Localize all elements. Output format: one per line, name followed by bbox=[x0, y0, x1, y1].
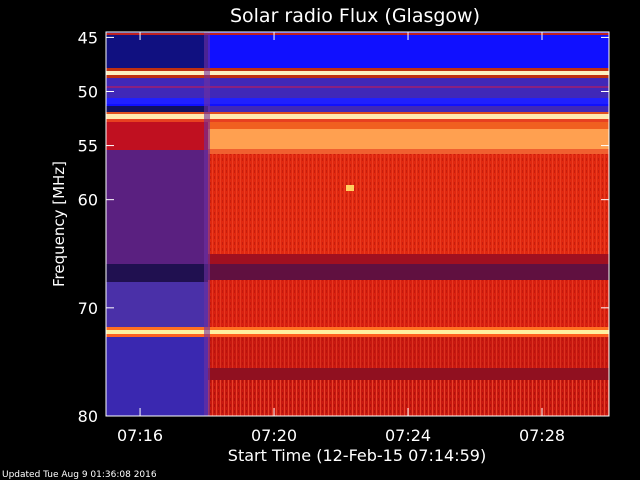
band-dark-52 bbox=[106, 106, 208, 112]
band-bright-73-core bbox=[106, 330, 609, 334]
band-pre-66 bbox=[106, 264, 208, 282]
band-bright-48 bbox=[106, 68, 609, 71]
band-streaks-57 bbox=[208, 154, 609, 254]
updated-footer: Updated Tue Aug 9 01:36:08 2016 bbox=[2, 470, 157, 480]
band-dark-66 bbox=[208, 254, 609, 264]
plot-area bbox=[106, 32, 609, 416]
y-axis-label: Frequency [MHz] bbox=[50, 161, 68, 287]
band-red-50 bbox=[106, 86, 609, 88]
onset-edge bbox=[204, 32, 210, 416]
y-tick-label: 80 bbox=[78, 407, 98, 426]
band-blue-52 bbox=[106, 104, 609, 106]
band-darker-66 bbox=[208, 264, 609, 280]
band-streaks-70 bbox=[208, 280, 609, 327]
band-bright-52-core bbox=[106, 114, 609, 119]
band-orange-54 bbox=[208, 129, 609, 149]
band-bright-52 bbox=[106, 112, 609, 114]
band-pre-76 bbox=[106, 337, 208, 416]
band-blue-top-dark bbox=[106, 32, 208, 68]
band-orange-55 bbox=[208, 149, 609, 154]
spot-59 bbox=[346, 185, 354, 191]
x-axis: 07:16 07:20 07:24 07:28 bbox=[117, 32, 565, 445]
band-red-line-top bbox=[106, 33, 609, 35]
band-pre-56 bbox=[106, 150, 208, 270]
band-pre-70 bbox=[106, 282, 208, 327]
x-tick-label: 07:24 bbox=[385, 426, 431, 445]
band-bright-48-edge bbox=[106, 75, 609, 78]
band-pre-53 bbox=[106, 122, 208, 150]
x-axis-label: Start Time (12-Feb-15 07:14:59) bbox=[228, 446, 486, 465]
band-orange-53 bbox=[208, 122, 609, 129]
y-tick-label: 55 bbox=[78, 137, 98, 156]
band-bright-73-edge bbox=[106, 334, 609, 337]
x-tick-label: 07:28 bbox=[519, 426, 565, 445]
band-bright-73 bbox=[106, 327, 609, 330]
y-axis: 45 50 55 60 70 80 bbox=[78, 28, 609, 426]
band-blue-51 bbox=[106, 98, 609, 104]
band-bright-52-edge bbox=[106, 119, 609, 122]
chart-title: Solar radio Flux (Glasgow) bbox=[230, 5, 480, 27]
x-tick-label: 07:16 bbox=[117, 426, 163, 445]
band-dark-76 bbox=[208, 368, 609, 380]
plot-frame bbox=[105, 31, 610, 417]
y-tick-label: 60 bbox=[78, 191, 98, 210]
band-bright-48-core bbox=[106, 71, 609, 75]
x-tick-label: 07:20 bbox=[251, 426, 297, 445]
y-tick-label: 70 bbox=[78, 299, 98, 318]
y-tick-label: 45 bbox=[78, 28, 98, 47]
y-tick-label: 50 bbox=[78, 82, 98, 101]
